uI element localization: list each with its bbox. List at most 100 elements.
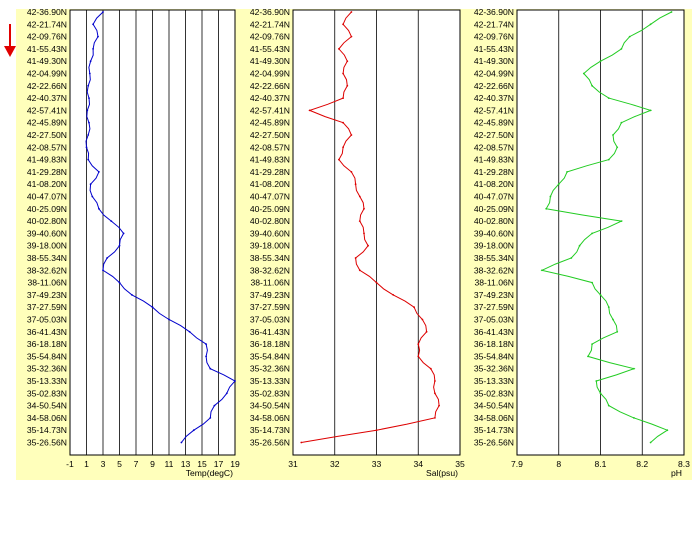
latitude-label: 40-25.09N xyxy=(474,204,514,214)
x-tick-label: 9 xyxy=(150,459,155,469)
data-point xyxy=(633,367,635,370)
latitude-label: 42-27.50N xyxy=(27,130,67,140)
data-point xyxy=(118,281,121,284)
data-point xyxy=(367,244,369,247)
data-point xyxy=(102,11,104,13)
latitude-label: 35-02.83N xyxy=(250,388,290,398)
latitude-label: 36-18.18N xyxy=(27,339,67,349)
latitude-label: 39-18.00N xyxy=(27,241,67,251)
latitude-label: 39-18.00N xyxy=(474,241,514,251)
x-tick-label: 7.9 xyxy=(511,459,523,469)
latitude-label: 37-27.59N xyxy=(474,302,514,312)
data-point xyxy=(587,355,589,358)
data-point xyxy=(649,23,652,26)
data-point xyxy=(417,343,420,345)
latitude-label: 42-45.89N xyxy=(250,118,290,128)
latitude-label: 41-49.30N xyxy=(474,56,514,66)
data-point xyxy=(595,380,598,382)
latitude-label: 36-41.43N xyxy=(27,327,67,337)
x-tick-label: 34 xyxy=(413,459,423,469)
data-point xyxy=(192,429,195,432)
data-point xyxy=(649,109,652,112)
data-point xyxy=(98,171,100,173)
data-point xyxy=(578,244,581,247)
x-tick-label: 15 xyxy=(197,459,207,469)
data-point xyxy=(607,97,610,99)
latitude-label: 38-32.62N xyxy=(474,265,514,275)
latitude-label: 42-08.57N xyxy=(250,142,290,152)
x-tick-label: 5 xyxy=(117,459,122,469)
data-point xyxy=(557,183,560,186)
data-point xyxy=(168,318,170,321)
latitude-label: 42-57.41N xyxy=(250,105,290,115)
data-point xyxy=(549,195,552,198)
latitude-label: 35-26.56N xyxy=(474,438,514,448)
data-point xyxy=(670,11,673,13)
latitude-label: 40-47.07N xyxy=(474,192,514,202)
data-point xyxy=(599,60,602,63)
latitude-label: 35-26.56N xyxy=(27,438,67,448)
latitude-label: 42-36.90N xyxy=(250,7,290,17)
latitude-label: 41-29.28N xyxy=(27,167,67,177)
data-point xyxy=(350,171,353,173)
latitude-label: 38-55.34N xyxy=(474,253,514,263)
x-tick-label: 11 xyxy=(165,459,174,469)
data-point xyxy=(620,220,623,223)
latitude-label: 42-22.66N xyxy=(250,81,290,91)
x-tick-label: 1 xyxy=(84,459,89,469)
latitude-label: 41-49.83N xyxy=(474,155,514,165)
latitude-label: 38-11.06N xyxy=(251,278,291,288)
data-point xyxy=(122,232,125,235)
data-point xyxy=(205,343,208,345)
latitude-label: 35-14.73N xyxy=(27,425,67,435)
data-point xyxy=(342,121,344,124)
latitude-label: 34-50.54N xyxy=(250,401,290,411)
data-point xyxy=(607,158,610,161)
latitude-label: 36-18.18N xyxy=(474,339,514,349)
latitude-label: 39-18.00N xyxy=(250,241,290,251)
data-point xyxy=(89,183,92,186)
data-point xyxy=(338,158,340,161)
latitude-label: 42-45.89N xyxy=(27,118,67,128)
latitude-label: 38-55.34N xyxy=(27,253,67,263)
latitude-label: 42-40.37N xyxy=(474,93,514,103)
data-point xyxy=(86,109,89,112)
latitude-label: 42-57.41N xyxy=(27,105,67,115)
latitude-label: 41-55.43N xyxy=(250,44,290,54)
data-point xyxy=(106,257,108,259)
data-point xyxy=(434,380,436,382)
latitude-label: 42-21.74N xyxy=(250,19,290,29)
latitude-label: 34-58.06N xyxy=(474,413,514,423)
latitude-label: 37-05.03N xyxy=(250,315,290,325)
data-point xyxy=(342,97,344,99)
latitude-label: 34-58.06N xyxy=(27,413,67,423)
data-point xyxy=(541,269,543,272)
latitude-label: 42-45.89N xyxy=(474,118,514,128)
x-tick-label: 31 xyxy=(288,459,298,469)
latitude-label: 36-18.18N xyxy=(250,339,290,349)
latitude-label: 42-09.76N xyxy=(474,32,514,42)
data-point xyxy=(151,306,154,309)
series-line xyxy=(540,11,672,443)
x-tick-label: 19 xyxy=(230,459,240,469)
latitude-label: 34-50.54N xyxy=(474,401,514,411)
data-point xyxy=(434,392,436,395)
latitude-label: 42-40.37N xyxy=(27,93,67,103)
data-point xyxy=(88,121,90,124)
data-point xyxy=(342,146,344,149)
data-point xyxy=(545,207,548,210)
latitude-label: 37-27.59N xyxy=(27,302,67,312)
latitude-label: 35-13.33N xyxy=(250,376,290,386)
latitude-label: 40-02.80N xyxy=(474,216,514,226)
data-point xyxy=(97,35,99,38)
x-tick-label: 7 xyxy=(134,459,139,469)
data-point xyxy=(434,417,436,419)
latitude-label: 41-29.28N xyxy=(474,167,514,177)
latitude-label: 42-22.66N xyxy=(474,81,514,91)
data-point xyxy=(209,417,212,419)
latitude-label: 38-32.62N xyxy=(250,265,290,275)
temperature-panel: -1 1 3 5 7 9 11 13 15 17 19Temp(degC)42-36.90N42-2… xyxy=(16,7,244,480)
x-tick-label: 8.2 xyxy=(636,459,648,469)
latitude-label: 35-14.73N xyxy=(474,425,514,435)
x-tick-label: 33 xyxy=(372,459,382,469)
